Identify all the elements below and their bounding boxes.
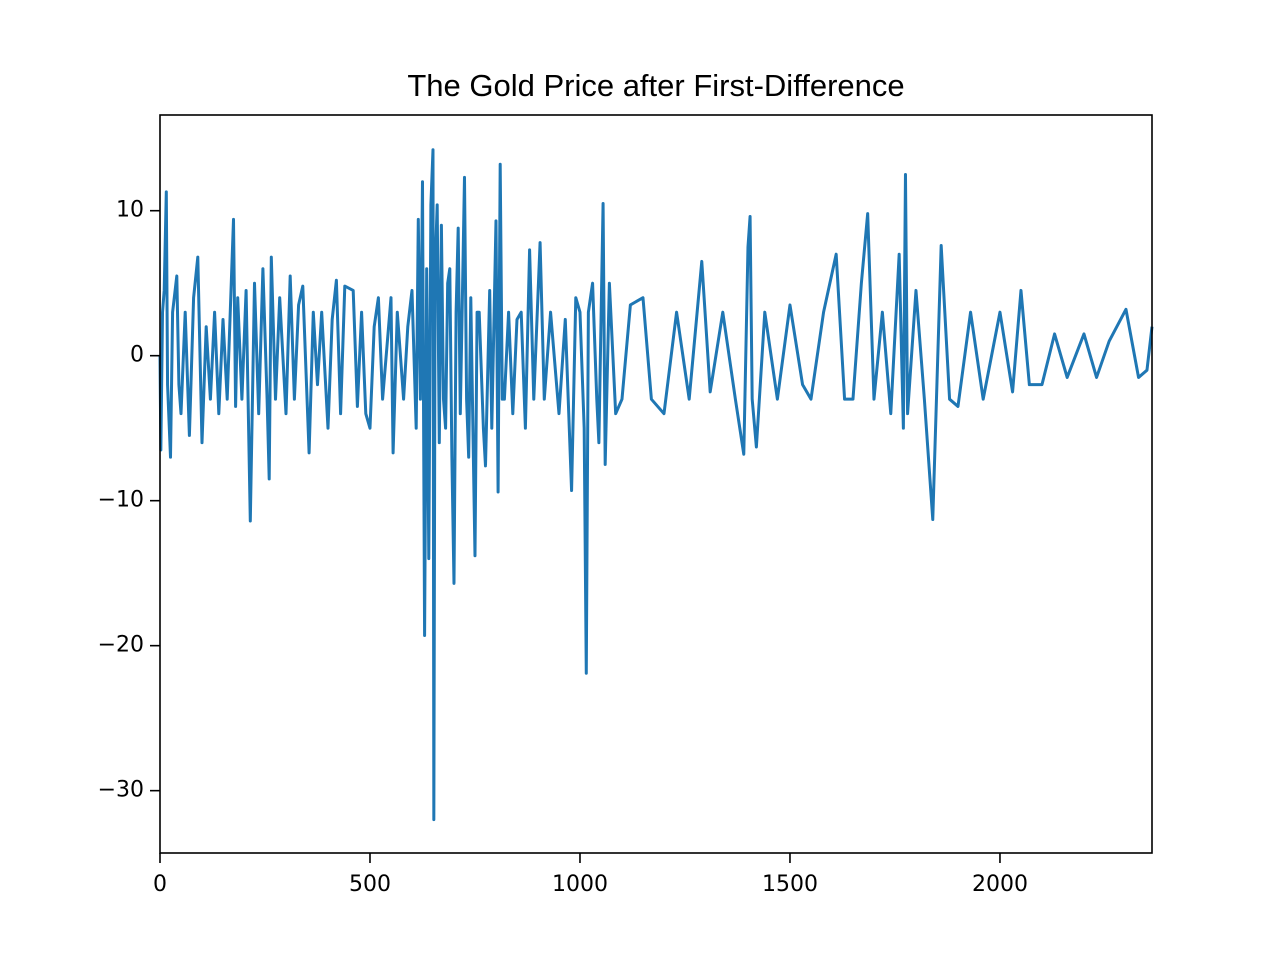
y-tick-label: −20	[98, 633, 144, 658]
y-tick-label: −10	[98, 488, 144, 513]
plot-frame	[159, 114, 1153, 854]
x-tick-label: 1500	[762, 872, 818, 897]
y-tick-label: −30	[98, 778, 144, 803]
x-tick-label: 0	[153, 872, 167, 897]
x-tick-label: 1000	[552, 872, 608, 897]
y-tick-label: 0	[130, 343, 144, 368]
data-line	[158, 148, 1154, 822]
x-tick-label: 2000	[972, 872, 1028, 897]
y-tick-label: 10	[116, 198, 144, 223]
chart-title: The Gold Price after First-Difference	[407, 68, 904, 103]
x-tick-label: 500	[349, 872, 391, 897]
